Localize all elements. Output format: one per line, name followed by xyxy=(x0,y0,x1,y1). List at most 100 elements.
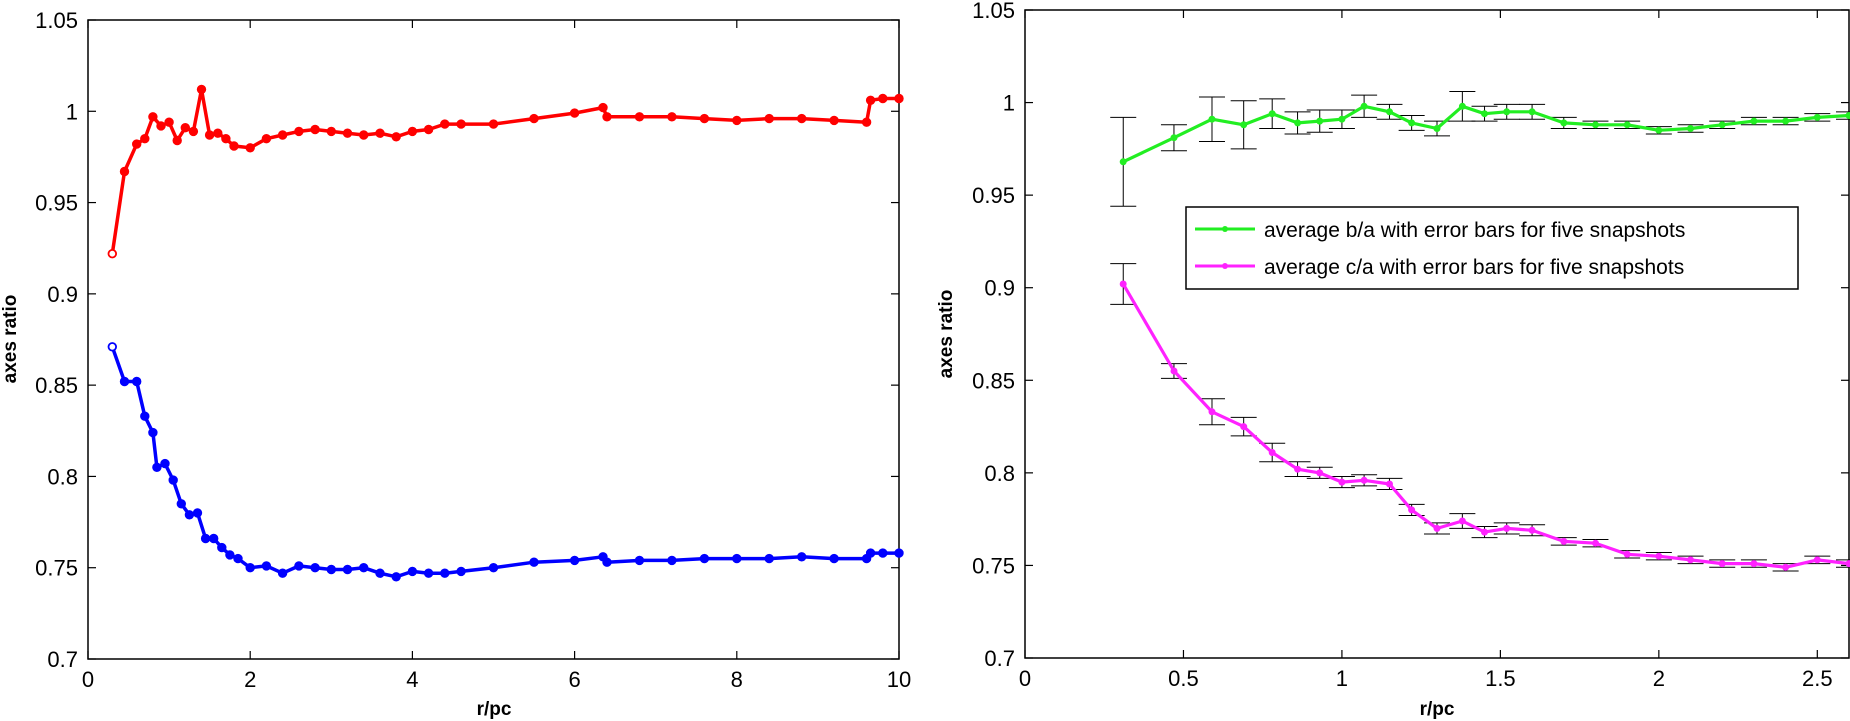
left-series-1-point xyxy=(160,458,170,469)
right-series-layer xyxy=(1110,90,1850,572)
right-series-1-point xyxy=(1170,367,1178,375)
left-chart: 0 2 4 6 8 10 0.7 0.75 0.8 0.85 0.9 0.95 1 1.05 r/pc a… xyxy=(0,8,911,720)
left-series-0-point xyxy=(261,133,272,144)
left-series-1-point xyxy=(184,510,195,520)
left-series-0-point xyxy=(277,130,288,140)
right-series-1-point xyxy=(1481,528,1489,536)
left-series-0-point xyxy=(131,139,142,149)
right-series-0-point xyxy=(1623,121,1631,129)
right-chart: 0 0.5 1 1.5 2 2.5 0.7 0.75 0.8 0.85 0.9 0.95 1 1.05 r… xyxy=(936,0,1850,720)
left-y-tick-label: 0.7 xyxy=(47,647,78,672)
left-x-tick-label: 4 xyxy=(406,667,418,692)
left-series-1-point xyxy=(148,427,158,438)
left-y-tick-label: 1.05 xyxy=(35,8,78,33)
left-x-tick-label: 2 xyxy=(244,667,256,692)
left-series-0-point xyxy=(456,119,466,129)
left-series-1-point xyxy=(131,376,142,387)
right-series-0 xyxy=(1110,90,1850,207)
right-series-1-point xyxy=(1386,480,1394,488)
right-series-0-point xyxy=(1687,125,1695,133)
right-x-tick-label: 0.5 xyxy=(1168,666,1199,691)
right-x-tick-label: 2.5 xyxy=(1802,666,1833,691)
left-series-1-point xyxy=(277,568,288,578)
left-series-1-point xyxy=(375,568,385,578)
right-series-0-point xyxy=(1119,158,1127,166)
right-series-0-line xyxy=(1122,104,1850,164)
left-ticks: 0 2 4 6 8 10 0.7 0.75 0.8 0.85 0.9 0.95 1 1.05 xyxy=(35,8,911,692)
left-y-tick-label: 0.8 xyxy=(47,464,78,489)
left-series-0-point xyxy=(634,112,645,122)
right-series-0-point xyxy=(1813,113,1821,121)
left-series-0-point xyxy=(213,128,223,138)
left-y-axis-label: axes ratio xyxy=(0,295,21,384)
right-series-1-point xyxy=(1338,478,1346,486)
left-series-1-point xyxy=(326,564,336,575)
left-series-0-point xyxy=(221,133,231,144)
left-series-0-point xyxy=(861,117,872,127)
left-series-1-point xyxy=(233,553,243,564)
right-plot-frame xyxy=(1024,9,1850,659)
right-series-1-point xyxy=(1750,560,1758,568)
left-series-1-line xyxy=(110,346,899,579)
left-series-1-point xyxy=(176,499,186,509)
right-x-tick-label: 0 xyxy=(1019,666,1031,691)
right-series-0-point xyxy=(1560,119,1568,127)
left-series-0-point xyxy=(229,141,239,151)
right-y-tick-label: 0.7 xyxy=(984,646,1015,671)
right-series-0-point xyxy=(1294,119,1302,127)
right-series-1 xyxy=(1110,263,1850,572)
left-series-0-point xyxy=(172,135,182,146)
right-series-0-point xyxy=(1360,102,1368,110)
left-series-1-point xyxy=(140,411,150,421)
right-series-0-point xyxy=(1528,108,1536,116)
right-series-1-point xyxy=(1623,550,1631,558)
left-series-0-point xyxy=(667,112,677,122)
left-y-tick-label: 0.85 xyxy=(35,373,78,398)
left-series-1-point xyxy=(878,548,888,558)
right-series-1-point xyxy=(1560,537,1568,545)
left-series-1-point xyxy=(634,555,645,566)
right-series-0-point xyxy=(1750,117,1758,125)
legend-marker-b-a xyxy=(1222,226,1228,232)
left-series-0-point xyxy=(342,128,353,138)
left-series-0-point xyxy=(440,119,450,129)
right-series-0-point xyxy=(1433,125,1441,133)
left-series-0-point xyxy=(894,93,904,104)
right-series-0-point xyxy=(1481,110,1489,118)
left-series-0-point xyxy=(699,113,710,124)
left-series-1-point xyxy=(119,376,130,387)
left-series-0 xyxy=(107,84,904,259)
right-x-tick-label: 2 xyxy=(1653,666,1665,691)
left-series-0-point xyxy=(359,130,369,140)
right-series-1-point xyxy=(1458,517,1466,525)
right-series-1-point xyxy=(1528,526,1536,534)
left-series-0-point xyxy=(294,126,304,137)
left-y-tick-label: 0.9 xyxy=(47,282,78,307)
left-series-1-point xyxy=(245,563,255,573)
right-series-0-point xyxy=(1408,119,1416,127)
right-series-1-point xyxy=(1503,524,1511,532)
left-series-1-point xyxy=(407,566,418,577)
right-series-1-point xyxy=(1782,563,1790,571)
right-series-1-point xyxy=(1119,280,1127,288)
left-series-0-point xyxy=(310,124,320,135)
left-y-tick-label: 1 xyxy=(66,99,78,124)
right-series-1-point xyxy=(1718,560,1726,568)
left-series-1-point xyxy=(192,508,203,518)
left-series-0-point xyxy=(423,124,434,135)
right-series-0-point xyxy=(1338,115,1346,123)
right-series-0-point xyxy=(1592,121,1600,129)
left-series-1-point xyxy=(764,553,774,564)
right-series-1-line xyxy=(1121,283,1850,569)
right-series-1-point xyxy=(1208,408,1216,416)
right-series-0-point xyxy=(1316,117,1324,125)
left-series-1-point xyxy=(894,548,904,558)
right-y-tick-label: 1.05 xyxy=(972,0,1015,23)
left-series-0-point xyxy=(164,117,174,127)
left-series-1-point xyxy=(310,563,320,573)
left-series-1-point xyxy=(569,555,580,566)
left-series-0-point xyxy=(865,95,876,105)
legend-box xyxy=(1185,206,1799,290)
left-series-1-point xyxy=(294,561,304,571)
